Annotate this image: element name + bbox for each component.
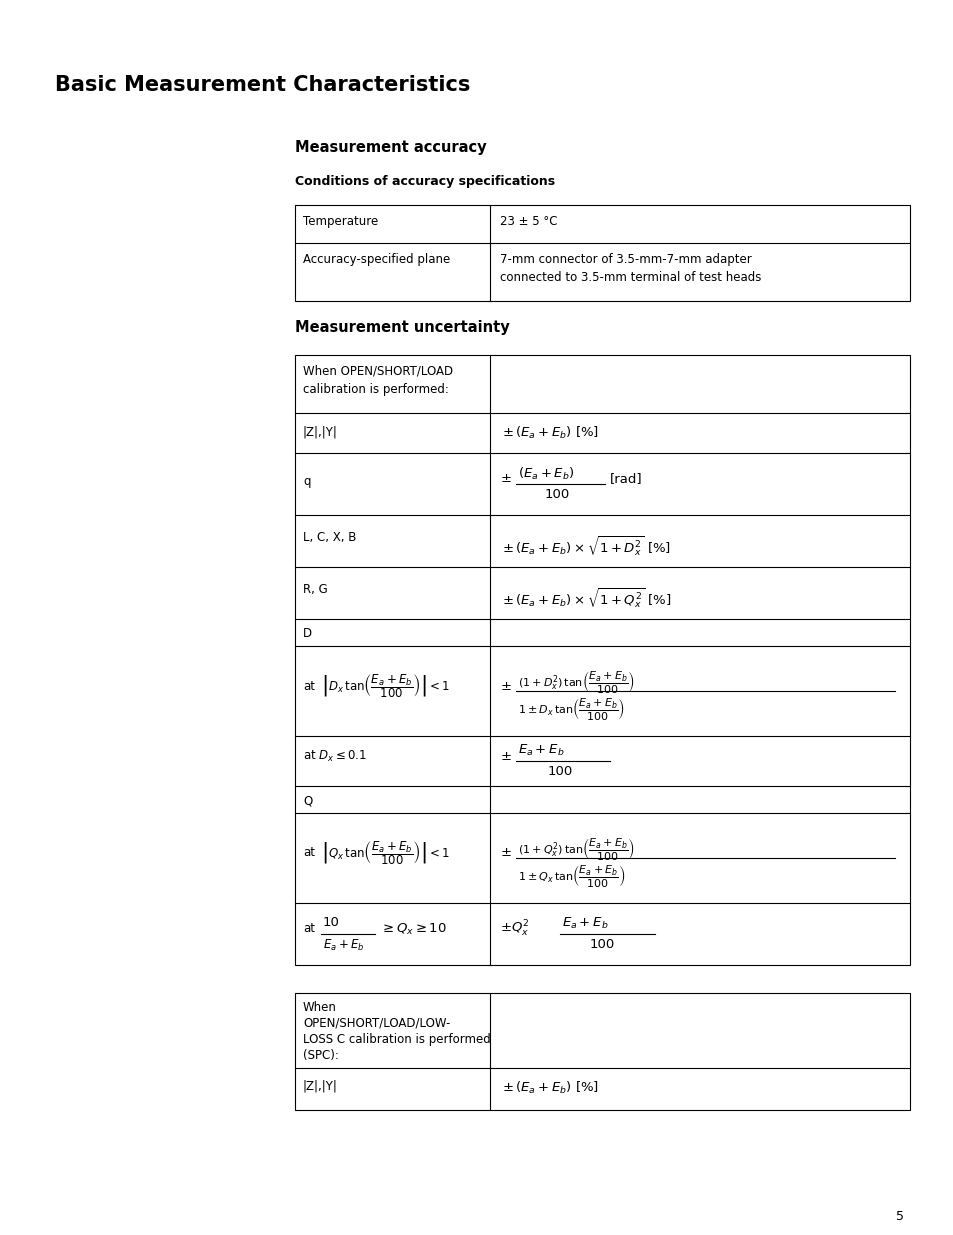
Bar bbox=[294, 205, 909, 301]
Text: $\pm\,(E_a + E_b)\ [\%]$: $\pm\,(E_a + E_b)\ [\%]$ bbox=[501, 425, 598, 441]
Text: When OPEN/SHORT/LOAD: When OPEN/SHORT/LOAD bbox=[303, 366, 453, 378]
Text: $(E_a + E_b)$: $(E_a + E_b)$ bbox=[517, 466, 574, 482]
Text: Q: Q bbox=[303, 794, 312, 806]
Text: $\pm\,(E_a + E_b) \times \sqrt{1 + D_x^2}\ [\%]$: $\pm\,(E_a + E_b) \times \sqrt{1 + D_x^2… bbox=[501, 534, 670, 558]
Text: $E_a + E_b$: $E_a + E_b$ bbox=[517, 743, 564, 758]
Text: at: at bbox=[303, 679, 314, 693]
Text: $E_a + E_b$: $E_a + E_b$ bbox=[323, 939, 364, 953]
Text: When: When bbox=[303, 1002, 336, 1014]
Text: $\pm\,(E_a + E_b) \times \sqrt{1 + Q_x^2}\ [\%]$: $\pm\,(E_a + E_b) \times \sqrt{1 + Q_x^2… bbox=[501, 585, 671, 610]
Text: calibration is performed:: calibration is performed: bbox=[303, 383, 449, 396]
Text: $1 \pm Q_x\,\tan\!\left(\dfrac{E_a+E_b}{100}\right)$: $1 \pm Q_x\,\tan\!\left(\dfrac{E_a+E_b}{… bbox=[517, 863, 624, 889]
Text: D: D bbox=[303, 627, 312, 640]
Text: $1 \pm D_x\,\tan\!\left(\dfrac{E_a+E_b}{100}\right)$: $1 \pm D_x\,\tan\!\left(\dfrac{E_a+E_b}{… bbox=[517, 697, 624, 722]
Text: 23 ± 5 °C: 23 ± 5 °C bbox=[499, 215, 557, 228]
Text: |Z|,|Y|: |Z|,|Y| bbox=[303, 1079, 337, 1093]
Bar bbox=[294, 993, 909, 1110]
Text: $\pm$: $\pm$ bbox=[499, 679, 511, 693]
Text: 7-mm connector of 3.5-mm-7-mm adapter: 7-mm connector of 3.5-mm-7-mm adapter bbox=[499, 253, 751, 266]
Text: $\pm\,(E_a + E_b)\ [\%]$: $\pm\,(E_a + E_b)\ [\%]$ bbox=[501, 1079, 598, 1097]
Text: Temperature: Temperature bbox=[303, 215, 377, 228]
Text: $(1+D_x^2)\,\tan\!\left(\dfrac{E_a+E_b}{100}\right)$: $(1+D_x^2)\,\tan\!\left(\dfrac{E_a+E_b}{… bbox=[517, 669, 635, 695]
Text: $\pm$: $\pm$ bbox=[499, 750, 511, 762]
Text: Measurement accuracy: Measurement accuracy bbox=[294, 140, 486, 156]
Text: 100: 100 bbox=[589, 939, 615, 951]
Text: (SPC):: (SPC): bbox=[303, 1049, 338, 1062]
Text: at: at bbox=[303, 846, 314, 860]
Text: Basic Measurement Characteristics: Basic Measurement Characteristics bbox=[55, 75, 470, 95]
Text: $\left|Q_x\,\tan\!\left(\dfrac{E_a+E_b}{100}\right)\right| < 1$: $\left|Q_x\,\tan\!\left(\dfrac{E_a+E_b}{… bbox=[320, 839, 450, 867]
Text: Measurement uncertainty: Measurement uncertainty bbox=[294, 320, 509, 335]
Bar bbox=[294, 354, 909, 965]
Text: q: q bbox=[303, 475, 310, 488]
Text: 10: 10 bbox=[323, 916, 339, 929]
Text: 5: 5 bbox=[895, 1210, 903, 1223]
Text: 100: 100 bbox=[547, 764, 573, 778]
Text: $E_a + E_b$: $E_a + E_b$ bbox=[561, 916, 608, 931]
Text: 100: 100 bbox=[544, 488, 570, 501]
Text: Accuracy-specified plane: Accuracy-specified plane bbox=[303, 253, 450, 266]
Text: $\pm Q_x^2$: $\pm Q_x^2$ bbox=[499, 919, 529, 939]
Text: [rad]: [rad] bbox=[609, 473, 642, 485]
Text: Conditions of accuracy specifications: Conditions of accuracy specifications bbox=[294, 175, 555, 188]
Text: $\left|D_x\,\tan\!\left(\dfrac{E_a+E_b}{100}\right)\right| < 1$: $\left|D_x\,\tan\!\left(\dfrac{E_a+E_b}{… bbox=[320, 672, 450, 700]
Text: at $D_x \leq 0.1$: at $D_x \leq 0.1$ bbox=[303, 748, 367, 763]
Text: $(1+Q_x^2)\,\tan\!\left(\dfrac{E_a+E_b}{100}\right)$: $(1+Q_x^2)\,\tan\!\left(\dfrac{E_a+E_b}{… bbox=[517, 836, 635, 862]
Text: $\pm$: $\pm$ bbox=[499, 473, 511, 485]
Text: OPEN/SHORT/LOAD/LOW-: OPEN/SHORT/LOAD/LOW- bbox=[303, 1016, 450, 1030]
Text: LOSS C calibration is performed: LOSS C calibration is performed bbox=[303, 1032, 490, 1046]
Text: |Z|,|Y|: |Z|,|Y| bbox=[303, 425, 337, 438]
Text: $\pm$: $\pm$ bbox=[499, 846, 511, 860]
Text: $\geq Q_x \geq 10$: $\geq Q_x \geq 10$ bbox=[379, 921, 446, 936]
Text: L, C, X, B: L, C, X, B bbox=[303, 531, 356, 543]
Text: at: at bbox=[303, 923, 314, 935]
Text: R, G: R, G bbox=[303, 583, 328, 597]
Text: connected to 3.5-mm terminal of test heads: connected to 3.5-mm terminal of test hea… bbox=[499, 270, 760, 284]
